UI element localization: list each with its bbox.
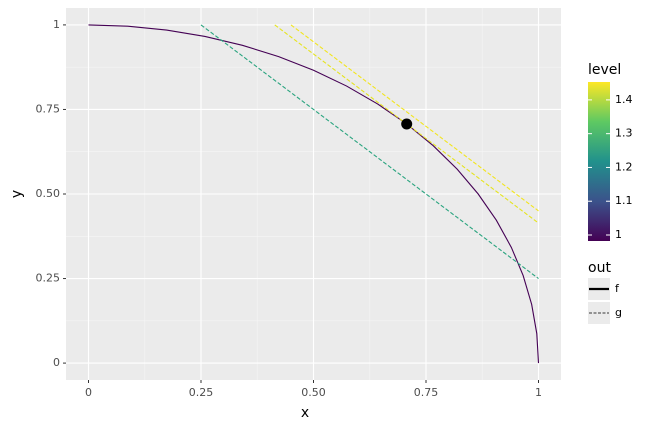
y-tick-label: 0.25 <box>36 272 61 285</box>
y-axis-label: y <box>9 190 25 198</box>
x-tick-label: 1 <box>535 386 542 399</box>
x-tick-label: 0.75 <box>414 386 439 399</box>
line <box>200 24 539 279</box>
legend-label: 1.3 <box>615 127 633 140</box>
legend-label: 1 <box>615 228 622 241</box>
legend-label: 1.2 <box>615 160 633 173</box>
legend-label: 1.1 <box>615 194 633 207</box>
legend-title: level <box>588 62 621 78</box>
legend-label: f <box>615 282 620 295</box>
colorbar <box>588 82 610 241</box>
legend-label: g <box>615 306 622 319</box>
point <box>401 118 413 130</box>
y-tick-label: 1 <box>53 18 60 31</box>
y-tick-label: 0 <box>53 356 60 369</box>
line <box>290 24 539 212</box>
y-tick-label: 0.75 <box>36 102 61 115</box>
x-tick-label: 0 <box>85 386 92 399</box>
y-tick-label: 0.50 <box>36 187 61 200</box>
x-tick-label: 0.25 <box>189 386 214 399</box>
x-tick-label: 0.50 <box>301 386 326 399</box>
x-axis-label: x <box>301 405 309 421</box>
legend-label: 1.4 <box>615 93 633 106</box>
legend-title: out <box>588 260 611 276</box>
